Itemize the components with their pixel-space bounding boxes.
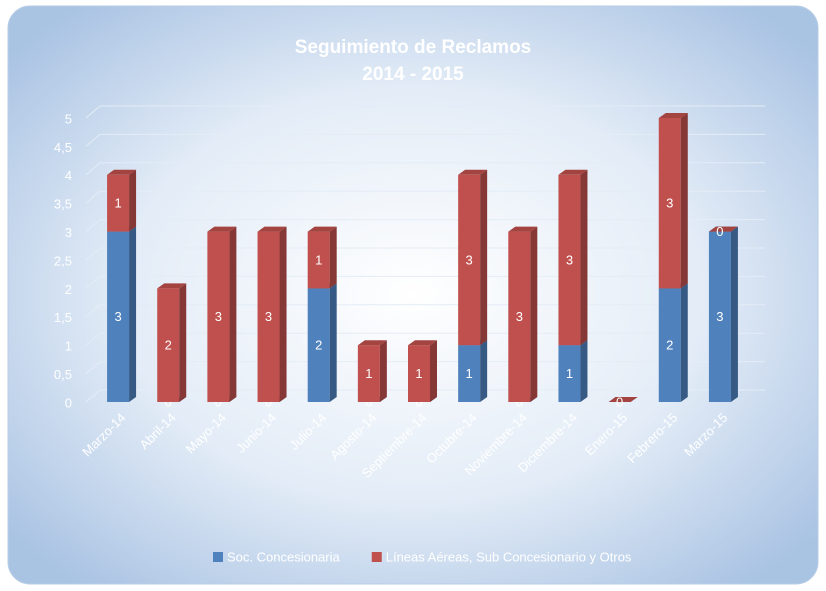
bar-top [608,397,638,402]
grid-line [85,219,101,232]
bar-top [107,169,137,175]
chart-background [7,5,819,585]
bar-segment [157,288,180,402]
bar-segment [658,288,681,402]
grid-line [85,304,101,318]
value-label: 3 [466,252,473,267]
bar-top [558,169,588,175]
chart-subtitle: 2014 - 2015 [362,64,464,85]
bar-segment [107,231,130,402]
value-label: 1 [415,366,422,381]
value-label: 3 [265,309,272,324]
legend-label: Soc. Concesionaria [227,549,340,564]
y-tick-label: 5 [65,111,72,126]
y-tick-label: 4 [65,168,72,183]
bar-segment [458,174,481,346]
y-tick-label: 0 [65,395,72,410]
bar-side [680,283,688,402]
bar-segment [257,231,280,402]
value-label: 1 [466,366,473,381]
bar-top [157,283,187,289]
value-label: 3 [716,309,723,324]
value-label: 0 [616,394,623,409]
value-label: 0 [716,224,723,239]
value-label: 1 [315,252,322,267]
bar-side [329,283,337,402]
value-label: 1 [566,366,573,381]
bar-top [357,340,387,346]
bar-segment [307,231,330,289]
bar-side [530,226,538,402]
bar-side [580,169,588,346]
bar-top [257,226,287,232]
grid-line [85,332,101,346]
y-tick-label: 1,5 [54,310,72,325]
bar-side [129,169,137,232]
value-label: 3 [215,309,222,324]
bar-segment [107,174,130,232]
bar-side [680,113,688,289]
bar-top [508,226,538,232]
value-label: 3 [516,309,523,324]
grid-line [85,162,101,176]
grid-line [85,361,101,374]
y-tick-label: 2,5 [54,253,72,268]
bar-side [580,340,588,402]
bar-segment [408,345,430,402]
legend-swatch [371,552,382,562]
bar-side [179,283,187,402]
y-tick-label: 3 [65,225,72,240]
value-label: 3 [566,252,573,267]
value-label: 2 [666,338,673,353]
value-label: 2 [165,338,172,353]
bar-segment [708,231,731,402]
y-tick-label: 0,5 [54,367,72,382]
value-label: 3 [666,196,673,211]
legend-label: Líneas Aéreas, Sub Concesionario y Otros [386,549,632,564]
value-label: 2 [315,338,322,353]
bar-segment [207,231,230,402]
grid-line [85,389,101,403]
bar-side [730,226,738,402]
bar-side [480,340,488,402]
value-label: 1 [365,366,372,381]
bar-segment [558,345,581,402]
bar-segment [357,345,380,402]
bar-segment [307,288,330,402]
value-label: 1 [114,196,121,211]
bar-segment [658,118,681,289]
y-tick-label: 1 [65,339,72,354]
bar-side [379,340,387,402]
grid-line [85,247,101,261]
bar-top [708,226,738,232]
bar-top [408,340,437,346]
bar-top [307,226,337,232]
y-tick-label: 3,5 [54,197,72,212]
bar-side [279,226,287,402]
legend-swatch [213,552,223,562]
grid-line [85,134,101,147]
bar-top [658,113,688,118]
bar-top [207,226,237,232]
bar-side [480,169,488,346]
y-tick-label: 4,5 [54,140,72,155]
bar-side [430,340,437,402]
bar-side [329,226,337,289]
bar-segment [458,345,481,402]
grid-line [85,190,101,204]
grid-line [85,105,101,119]
bar-side [129,226,137,402]
grid-line [85,276,101,289]
bar-top [458,169,488,175]
bar-segment [558,174,581,346]
chart-title: Seguimiento de Reclamos [295,37,532,58]
y-tick-label: 2 [65,282,72,297]
value-label: 3 [114,309,121,324]
bar-side [229,226,237,402]
bar-segment [508,231,531,402]
